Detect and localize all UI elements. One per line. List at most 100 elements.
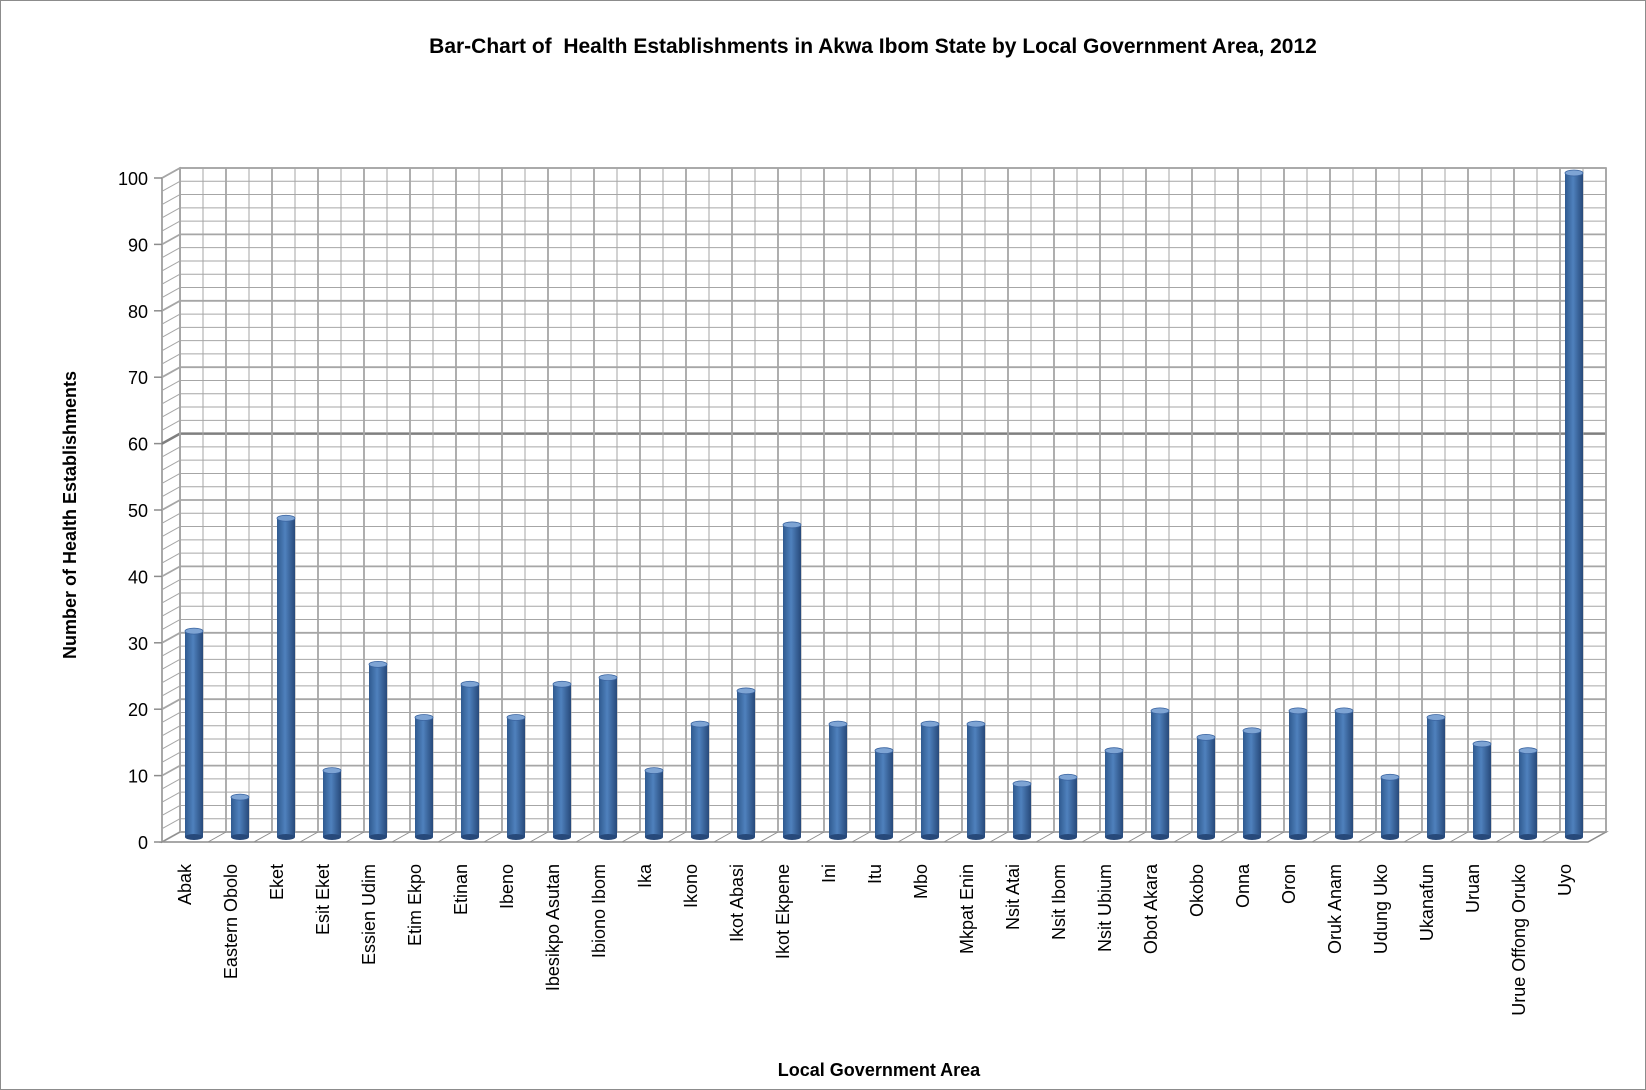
bar-top	[460, 680, 480, 688]
gridline-side	[161, 326, 181, 338]
bar	[874, 747, 894, 840]
bar	[966, 720, 986, 840]
y-tick-label: 70	[128, 368, 148, 388]
x-axis-category-labels: Abak Eastern Obolo Eket Esit Eket Essien Udi…	[175, 863, 1575, 1016]
bar	[782, 521, 802, 840]
floor-division	[1495, 831, 1515, 843]
bar-base	[1519, 834, 1537, 840]
x-category-label: Nsit Ibom	[1049, 864, 1069, 940]
gridline-side	[161, 207, 181, 219]
y-tick-label: 0	[138, 833, 148, 853]
bar	[230, 793, 250, 840]
bar-top	[1104, 747, 1124, 755]
bar-base	[1335, 834, 1353, 840]
gridline-side	[161, 233, 181, 246]
gridline-side	[161, 446, 181, 458]
gridline-side	[161, 698, 181, 710]
bar	[1334, 707, 1354, 840]
bar-series	[184, 169, 1584, 840]
bar-base	[1473, 834, 1491, 840]
bar-top	[506, 714, 526, 721]
gridline-side	[161, 632, 181, 644]
bar-top	[1288, 707, 1308, 715]
bar	[1058, 773, 1078, 840]
bar	[276, 514, 296, 840]
bar-top	[184, 627, 204, 635]
floor-division	[207, 831, 227, 843]
bar-base	[921, 834, 939, 840]
bar	[690, 720, 710, 840]
gridline-side	[161, 353, 181, 365]
bar-body	[1427, 717, 1445, 837]
x-category-label: Obot Akara	[1141, 863, 1161, 954]
bar-base	[645, 834, 663, 840]
bar-top	[230, 793, 250, 801]
gridline-side	[161, 273, 181, 285]
bar-top	[782, 521, 802, 529]
bar-top	[920, 720, 940, 728]
bar	[506, 714, 526, 840]
bar-body	[967, 724, 985, 837]
gridline-side	[161, 220, 181, 232]
bar-top	[828, 720, 848, 728]
x-category-label: Abak	[175, 863, 195, 905]
bar-body	[461, 684, 479, 837]
bar-body	[737, 690, 755, 837]
bar-base	[599, 834, 617, 840]
floor-division	[253, 831, 273, 843]
floor-division	[759, 831, 779, 843]
x-category-label: Ika	[635, 863, 655, 888]
y-axis-title: Number of Health Establishments	[60, 371, 80, 659]
bar-top	[966, 720, 986, 728]
gridline-side	[161, 778, 181, 790]
x-category-label: Ibesikpo Asutan	[543, 864, 563, 991]
bar-base	[1151, 834, 1169, 840]
bar-base	[1013, 834, 1031, 840]
gridline-side	[161, 764, 181, 777]
bar-top	[552, 680, 572, 688]
floor-division	[989, 831, 1009, 843]
bar	[184, 627, 204, 840]
gridline-side	[161, 287, 181, 298]
bar	[736, 687, 756, 840]
bar-body	[1059, 777, 1077, 837]
floor-division	[299, 831, 319, 843]
gridline-side	[161, 247, 181, 259]
bar-top	[322, 767, 342, 774]
bar-base	[1289, 834, 1307, 840]
bar	[644, 767, 664, 840]
bar-body	[645, 770, 663, 837]
bar	[598, 674, 618, 840]
bar-top	[1426, 714, 1446, 721]
bar-body	[553, 684, 571, 837]
floor-division	[897, 831, 917, 843]
bar-top	[1334, 707, 1354, 715]
floor-division	[529, 831, 549, 843]
bar-base	[1197, 834, 1215, 840]
floor-division	[345, 831, 365, 843]
x-category-label: Etim Ekpo	[405, 864, 425, 946]
x-category-label: Udung Uko	[1371, 864, 1391, 954]
bar-base	[553, 834, 571, 840]
gridline-side	[161, 605, 181, 617]
bar-base	[1105, 834, 1123, 840]
floor-division	[1449, 831, 1469, 843]
y-tick-label: 90	[128, 235, 148, 255]
bar-top	[1518, 747, 1538, 755]
floor-division	[943, 831, 963, 843]
bar-top	[1012, 780, 1032, 788]
gridline-side	[161, 685, 181, 697]
bar	[1196, 734, 1216, 840]
chart-title: Bar-Chart of Health Establishments in Ak…	[429, 35, 1317, 58]
gridline-side	[161, 432, 181, 445]
floor-division	[1173, 831, 1193, 843]
x-category-label: Oruk Anam	[1325, 864, 1345, 954]
gridline-side	[161, 645, 181, 657]
x-category-label: Mkpat Enin	[957, 864, 977, 954]
floor-division	[437, 831, 457, 843]
gridline-side	[161, 486, 181, 498]
bar-top	[1058, 773, 1078, 781]
floor-division	[667, 831, 687, 843]
x-category-label: Nsit Atai	[1003, 864, 1023, 930]
